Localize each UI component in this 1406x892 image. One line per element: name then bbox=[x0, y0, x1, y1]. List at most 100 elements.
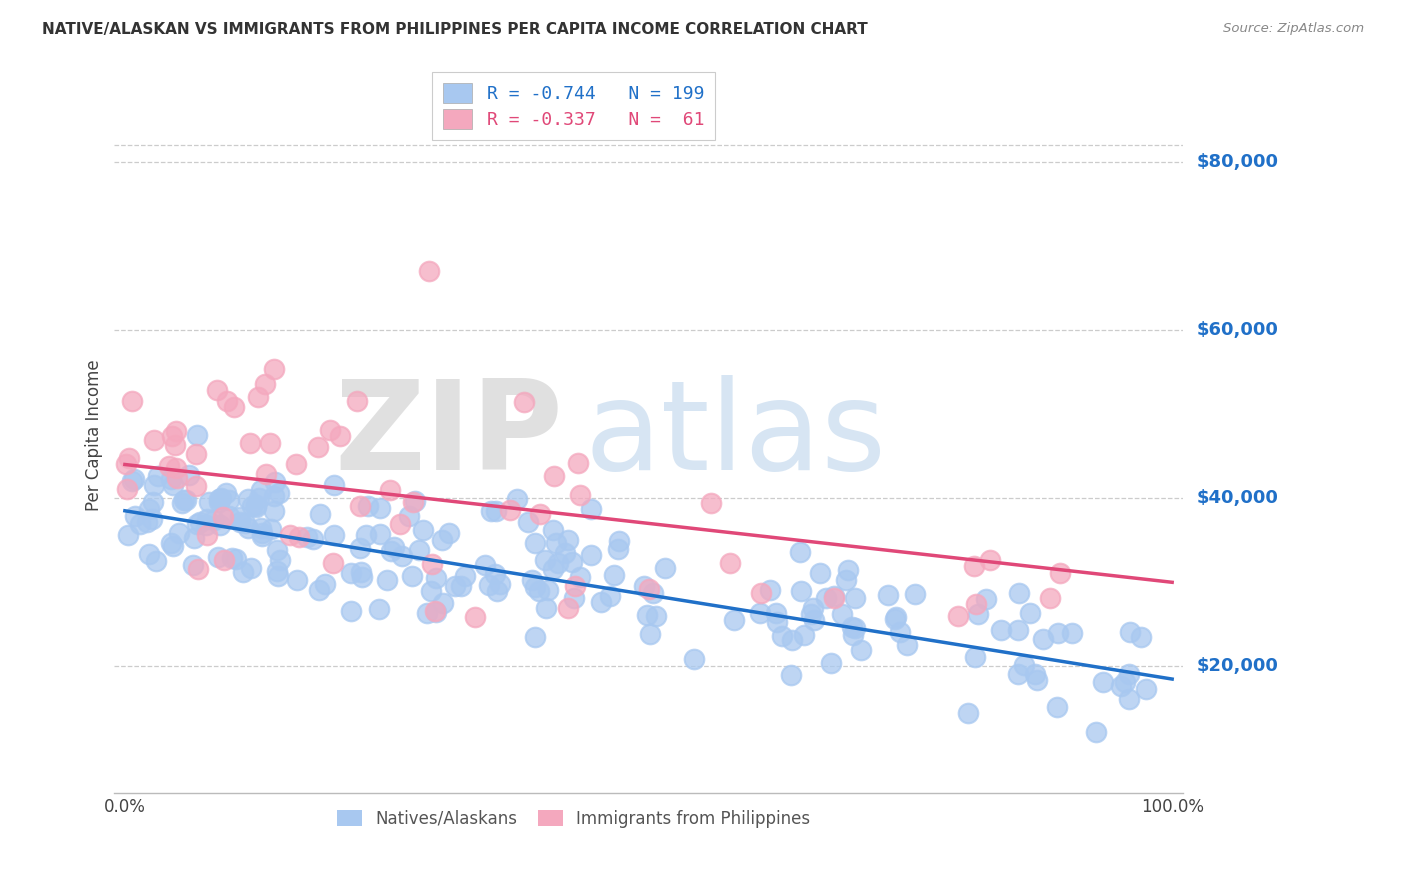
Natives/Alaskans bbox=[554, 546, 576, 560]
Natives/Alaskans bbox=[194, 517, 217, 532]
Natives/Alaskans bbox=[339, 566, 361, 580]
Natives/Alaskans bbox=[770, 629, 793, 643]
Natives/Alaskans bbox=[1118, 666, 1140, 681]
Natives/Alaskans bbox=[404, 494, 426, 508]
Natives/Alaskans bbox=[1109, 679, 1132, 693]
Natives/Alaskans bbox=[1114, 675, 1136, 690]
Natives/Alaskans bbox=[122, 472, 145, 486]
Immigrants from Philippines bbox=[529, 508, 551, 522]
Natives/Alaskans bbox=[966, 607, 988, 621]
Natives/Alaskans bbox=[207, 549, 229, 564]
Immigrants from Philippines bbox=[418, 264, 440, 278]
Natives/Alaskans bbox=[524, 536, 547, 550]
Natives/Alaskans bbox=[173, 493, 195, 508]
Immigrants from Philippines bbox=[389, 516, 412, 531]
Natives/Alaskans bbox=[323, 477, 346, 491]
Natives/Alaskans bbox=[780, 632, 803, 647]
Immigrants from Philippines bbox=[1049, 566, 1071, 581]
Natives/Alaskans bbox=[569, 570, 592, 584]
Natives/Alaskans bbox=[815, 591, 838, 605]
Natives/Alaskans bbox=[599, 589, 621, 603]
Natives/Alaskans bbox=[142, 495, 165, 509]
Natives/Alaskans bbox=[654, 561, 676, 575]
Natives/Alaskans bbox=[884, 612, 907, 626]
Natives/Alaskans bbox=[1062, 625, 1084, 640]
Natives/Alaskans bbox=[485, 504, 508, 518]
Natives/Alaskans bbox=[633, 579, 655, 593]
Natives/Alaskans bbox=[225, 552, 247, 566]
Natives/Alaskans bbox=[1119, 624, 1142, 639]
Natives/Alaskans bbox=[443, 579, 465, 593]
Natives/Alaskans bbox=[800, 607, 823, 622]
Immigrants from Philippines bbox=[253, 377, 276, 392]
Natives/Alaskans bbox=[904, 587, 927, 601]
Immigrants from Philippines bbox=[121, 393, 143, 408]
Natives/Alaskans bbox=[1018, 606, 1040, 620]
Natives/Alaskans bbox=[416, 606, 439, 620]
Immigrants from Philippines bbox=[322, 557, 344, 571]
Y-axis label: Per Capita Income: Per Capita Income bbox=[86, 359, 103, 511]
Immigrants from Philippines bbox=[464, 610, 486, 624]
Natives/Alaskans bbox=[1047, 626, 1070, 640]
Natives/Alaskans bbox=[240, 500, 263, 514]
Immigrants from Philippines bbox=[718, 556, 741, 570]
Immigrants from Philippines bbox=[287, 530, 309, 544]
Immigrants from Philippines bbox=[307, 440, 329, 454]
Natives/Alaskans bbox=[412, 523, 434, 537]
Natives/Alaskans bbox=[141, 512, 163, 526]
Natives/Alaskans bbox=[641, 586, 664, 600]
Natives/Alaskans bbox=[267, 486, 290, 500]
Immigrants from Philippines bbox=[263, 361, 285, 376]
Natives/Alaskans bbox=[478, 578, 501, 592]
Immigrants from Philippines bbox=[751, 585, 773, 599]
Immigrants from Philippines bbox=[499, 502, 522, 516]
Immigrants from Philippines bbox=[402, 495, 425, 509]
Natives/Alaskans bbox=[541, 523, 564, 537]
Natives/Alaskans bbox=[124, 509, 146, 524]
Natives/Alaskans bbox=[529, 584, 551, 599]
Immigrants from Philippines bbox=[195, 528, 218, 542]
Immigrants from Philippines bbox=[239, 436, 262, 450]
Natives/Alaskans bbox=[1135, 681, 1157, 696]
Natives/Alaskans bbox=[308, 582, 330, 597]
Natives/Alaskans bbox=[202, 513, 225, 527]
Natives/Alaskans bbox=[181, 558, 204, 573]
Natives/Alaskans bbox=[488, 577, 510, 591]
Natives/Alaskans bbox=[138, 502, 160, 516]
Natives/Alaskans bbox=[221, 550, 243, 565]
Natives/Alaskans bbox=[1092, 675, 1115, 690]
Natives/Alaskans bbox=[841, 620, 863, 634]
Natives/Alaskans bbox=[1032, 632, 1054, 646]
Natives/Alaskans bbox=[793, 628, 815, 642]
Natives/Alaskans bbox=[607, 533, 630, 548]
Natives/Alaskans bbox=[1129, 630, 1152, 644]
Immigrants from Philippines bbox=[380, 483, 402, 498]
Immigrants from Philippines bbox=[165, 460, 187, 475]
Immigrants from Philippines bbox=[142, 433, 165, 447]
Immigrants from Philippines bbox=[115, 483, 138, 497]
Natives/Alaskans bbox=[250, 483, 273, 498]
Immigrants from Philippines bbox=[346, 394, 368, 409]
Natives/Alaskans bbox=[238, 491, 260, 506]
Natives/Alaskans bbox=[564, 591, 586, 605]
Natives/Alaskans bbox=[425, 606, 447, 620]
Natives/Alaskans bbox=[295, 530, 318, 544]
Text: $40,000: $40,000 bbox=[1197, 489, 1278, 508]
Natives/Alaskans bbox=[208, 495, 231, 509]
Natives/Alaskans bbox=[322, 527, 344, 541]
Natives/Alaskans bbox=[557, 533, 579, 547]
Immigrants from Philippines bbox=[278, 527, 301, 541]
Natives/Alaskans bbox=[454, 568, 477, 582]
Natives/Alaskans bbox=[238, 520, 260, 534]
Natives/Alaskans bbox=[117, 528, 139, 542]
Natives/Alaskans bbox=[285, 573, 308, 587]
Natives/Alaskans bbox=[177, 468, 200, 483]
Natives/Alaskans bbox=[537, 582, 560, 597]
Natives/Alaskans bbox=[790, 584, 813, 599]
Natives/Alaskans bbox=[368, 527, 391, 541]
Natives/Alaskans bbox=[354, 528, 377, 542]
Natives/Alaskans bbox=[1084, 725, 1107, 739]
Natives/Alaskans bbox=[638, 627, 661, 641]
Natives/Alaskans bbox=[789, 544, 811, 558]
Immigrants from Philippines bbox=[425, 604, 447, 618]
